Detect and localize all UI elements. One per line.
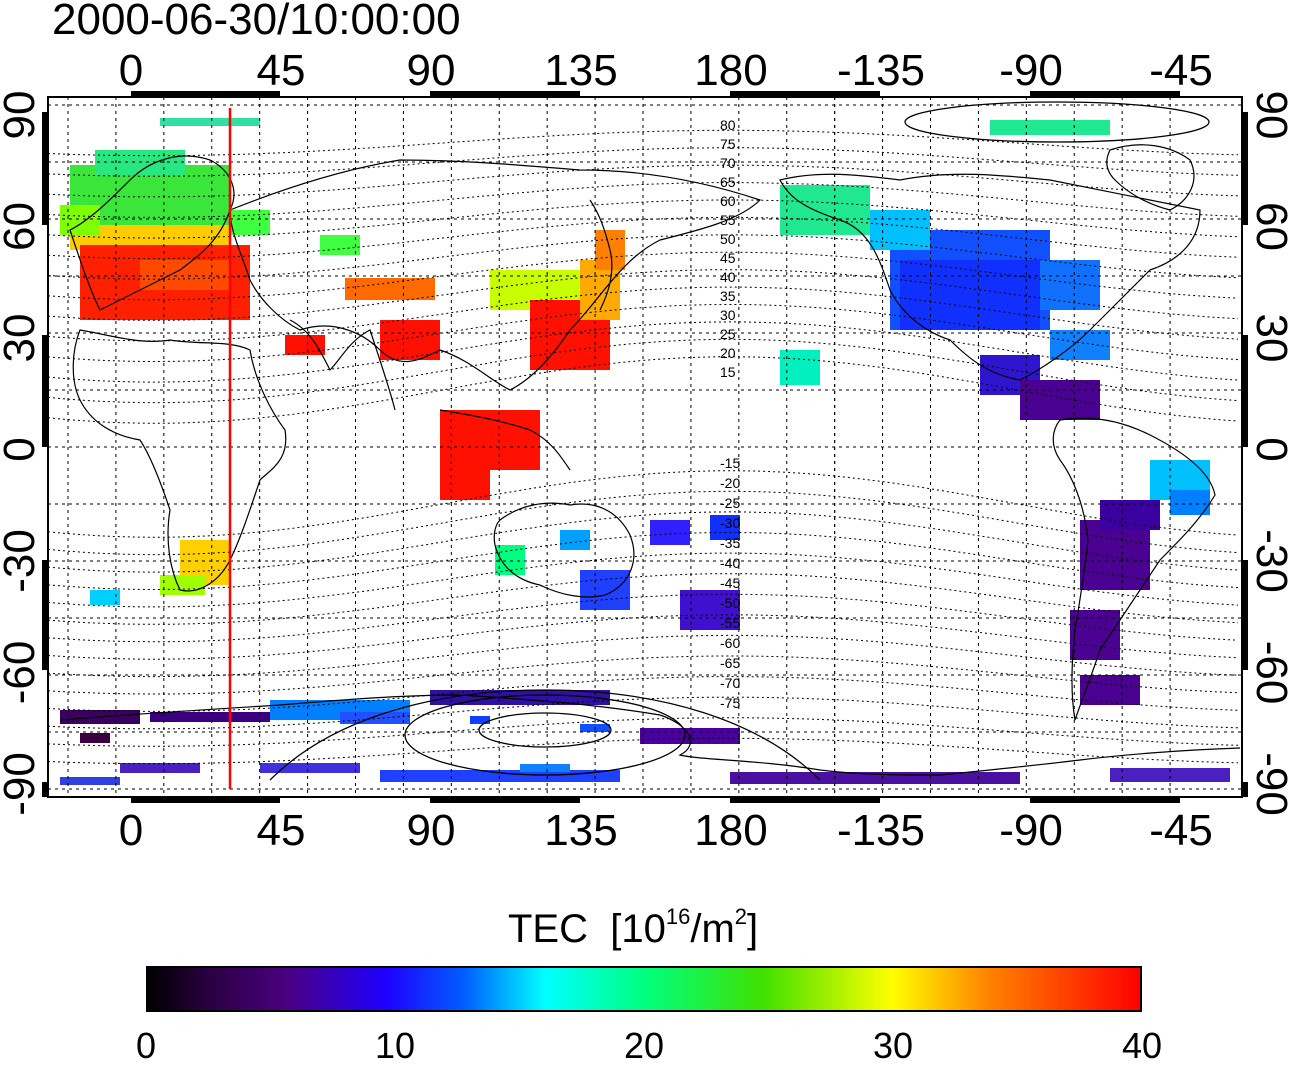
- contour-line: [48, 593, 1239, 643]
- contour-label: 40: [720, 269, 736, 285]
- right-lat-label: -90: [1247, 752, 1292, 816]
- contour-label: 35: [720, 288, 736, 304]
- contour-line: [48, 696, 1239, 730]
- left-latitude-labels: 90 60 30 0 -30 -60 -90: [0, 91, 44, 816]
- contour-line: [48, 737, 1239, 765]
- left-lat-label: 90: [0, 91, 44, 140]
- colorbar-tick-label: 20: [623, 1025, 665, 1066]
- left-lat-label: -30: [0, 529, 44, 593]
- right-lat-label: 0: [1247, 437, 1292, 461]
- left-lat-label: -60: [0, 641, 44, 705]
- top-lon-label: -90: [999, 46, 1063, 95]
- contour-label: 50: [720, 231, 736, 247]
- contour-label: -45: [720, 575, 740, 591]
- colorbar-unit-suffix: ]: [747, 907, 759, 951]
- bottom-lon-label: -135: [837, 806, 925, 855]
- contour-labels-south: -15 -20 -25 -30 -35 -40 -45 -50 -55 -60 -65 -70 -75: [720, 455, 740, 711]
- grid-lines: [48, 97, 1242, 797]
- contour-label: -75: [720, 695, 740, 711]
- bottom-lon-label: -90: [999, 806, 1063, 855]
- contour-label: 55: [720, 212, 736, 228]
- colorbar-tick-label: 40: [1121, 1025, 1163, 1066]
- right-latitude-labels: 90 60 30 0 -30 -60 -90: [1247, 91, 1292, 816]
- contour-label: 70: [720, 155, 736, 171]
- contour-line: [48, 286, 1239, 342]
- contour-labels-north: 80 75 70 65 60 55 50 45 40 35 30 25 20 15: [720, 117, 736, 380]
- contour-line: [48, 164, 1239, 198]
- contour-label: -35: [720, 535, 740, 551]
- top-lon-label: 90: [407, 46, 456, 95]
- left-lat-label: 60: [0, 202, 44, 251]
- contour-label: 60: [720, 193, 736, 209]
- contour-label: -15: [720, 455, 740, 471]
- top-longitude-labels: 0 45 90 135 180 -135 -90 -45: [119, 46, 1213, 95]
- contour-label: -25: [720, 495, 740, 511]
- top-lon-label: -135: [837, 46, 925, 95]
- top-lon-label: 180: [694, 46, 767, 95]
- contour-line: [48, 147, 1239, 177]
- contour-label: 25: [720, 326, 736, 342]
- colorbar-tick-label: 10: [374, 1025, 416, 1066]
- bottom-longitude-labels: 0 45 90 135 180 -135 -90 -45: [119, 806, 1213, 855]
- axis-bars: [42, 91, 1248, 803]
- contour-label: -70: [720, 675, 740, 691]
- bottom-lon-label: 90: [407, 806, 456, 855]
- top-lon-label: 0: [119, 46, 143, 95]
- colorbar-unit-prefix: [10: [610, 907, 666, 951]
- right-lat-label: -30: [1247, 529, 1292, 593]
- colorbar-unit-exp2: 2: [734, 904, 748, 929]
- right-lat-label: 90: [1247, 91, 1292, 140]
- colorbar: [146, 966, 1142, 1012]
- colorbar-quantity: TEC: [508, 907, 588, 951]
- contour-line: [48, 573, 1239, 625]
- colorbar-tick-label: 30: [872, 1025, 914, 1066]
- coastlines: [59, 144, 1241, 776]
- left-lat-label: 30: [0, 314, 44, 363]
- contour-label: 65: [720, 174, 736, 190]
- contour-label: 20: [720, 345, 736, 361]
- contour-label: 75: [720, 136, 736, 152]
- contour-label: 80: [720, 117, 736, 133]
- contour-label: -55: [720, 615, 740, 631]
- contour-line: [48, 216, 1239, 260]
- contour-label: 15: [720, 364, 736, 380]
- contour-line: [48, 182, 1239, 218]
- bottom-lon-label: 135: [544, 806, 617, 855]
- bottom-lon-label: 45: [257, 806, 306, 855]
- top-lon-label: 135: [544, 46, 617, 95]
- colorbar-title: TEC [1016/m2]: [508, 905, 758, 953]
- left-lat-label: 0: [0, 437, 44, 461]
- tec-data-patches: [60, 118, 1230, 785]
- contour-line: [48, 552, 1239, 608]
- bottom-lon-label: -45: [1149, 806, 1213, 855]
- timestamp-title: 2000-06-30/10:00:00: [52, 0, 461, 44]
- top-lon-label: 45: [257, 46, 306, 95]
- contour-line: [48, 717, 1239, 747]
- contour-label: 30: [720, 307, 736, 323]
- contour-label: -40: [720, 555, 740, 571]
- contour-line: [48, 269, 1239, 321]
- contour-label: -60: [720, 635, 740, 651]
- right-lat-label: 60: [1247, 202, 1292, 251]
- contour-label: -65: [720, 655, 740, 671]
- contour-label: -50: [720, 595, 740, 611]
- right-lat-label: -60: [1247, 641, 1292, 705]
- colorbar-unit-mid: /m: [690, 907, 735, 951]
- contour-label: 45: [720, 250, 736, 266]
- contour-label: -30: [720, 515, 740, 531]
- right-lat-label: 30: [1247, 314, 1292, 363]
- contour-label: -20: [720, 475, 740, 491]
- top-lon-label: -45: [1149, 46, 1213, 95]
- colorbar-unit-exp1: 16: [665, 904, 691, 929]
- contour-line: [48, 614, 1239, 660]
- bottom-lon-label: 180: [694, 806, 767, 855]
- colorbar-tick-label: 0: [135, 1025, 157, 1066]
- bottom-lon-label: 0: [119, 806, 143, 855]
- contour-line: [48, 129, 1239, 157]
- left-lat-label: -90: [0, 752, 44, 816]
- contour-line: [48, 234, 1239, 280]
- contour-line: [48, 251, 1239, 301]
